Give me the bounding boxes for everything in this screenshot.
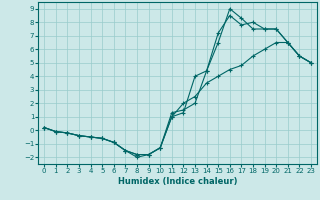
- X-axis label: Humidex (Indice chaleur): Humidex (Indice chaleur): [118, 177, 237, 186]
